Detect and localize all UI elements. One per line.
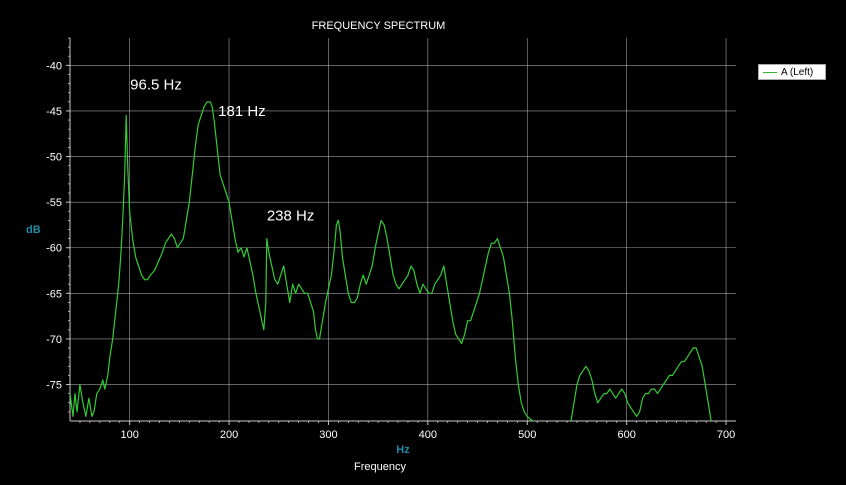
x-tick-label: 300 [319,429,337,441]
x-tick-label: 600 [617,429,635,441]
x-tick-label: 100 [120,429,138,441]
x-tick-label: 500 [518,429,536,441]
y-tick-label: -55 [46,197,62,209]
legend[interactable]: A (Left) [758,64,826,80]
series-line [69,101,534,422]
x-axis-label: Hz [396,444,410,456]
series-line [570,347,712,422]
y-tick-label: -65 [46,288,62,300]
y-tick-label: -70 [46,334,62,346]
peak-annotation: 96.5 Hz [130,77,182,94]
y-tick-label: -60 [46,243,62,255]
y-tick-label: -50 [46,152,62,164]
chart-title: FREQUENCY SPECTRUM [311,20,446,32]
y-tick-label: -75 [46,380,62,392]
x-axis-caption: Frequency [354,461,406,473]
x-tick-label: 200 [220,429,238,441]
x-tick-label: 700 [717,429,735,441]
legend-swatch [763,71,777,73]
y-tick-label: -45 [46,106,62,118]
peak-annotation: 238 Hz [267,208,315,225]
legend-label: A (Left) [781,66,814,78]
peak-annotation: 181 Hz [218,103,266,120]
y-axis-label: dB [26,224,41,236]
y-tick-label: -40 [46,60,62,72]
x-tick-label: 400 [419,429,437,441]
